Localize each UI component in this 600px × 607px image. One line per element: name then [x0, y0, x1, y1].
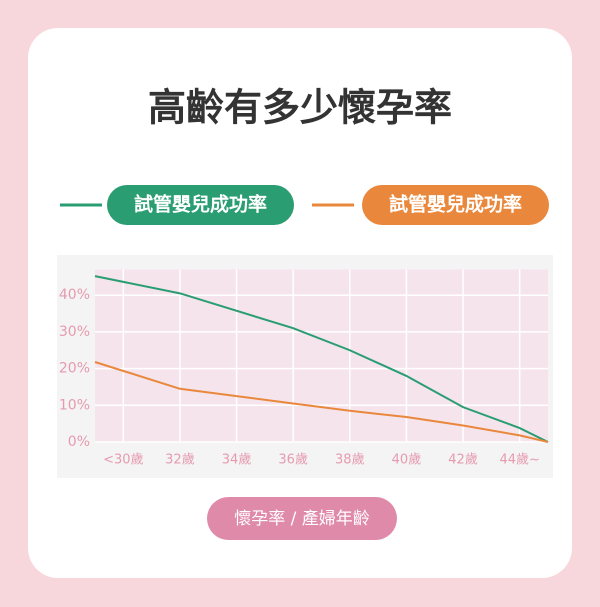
x-tick-label: 40歲	[392, 453, 422, 468]
axis-label-pill	[207, 497, 397, 540]
series-line	[94, 275, 549, 443]
x-tick-label: 32歲	[165, 453, 195, 468]
x-tick-label: <30歲	[103, 453, 143, 468]
y-tick-label: 40%	[59, 287, 90, 303]
legend-label: 試管嬰兒成功率	[134, 193, 267, 216]
x-tick-label: 38歲	[335, 453, 365, 468]
x-tick-label: 44歲~	[499, 453, 539, 468]
x-tick-label: 34歲	[222, 453, 252, 468]
chart-title: 高齡有多少懷孕率	[148, 86, 452, 130]
y-tick-label: 20%	[59, 361, 90, 377]
y-tick-label: 30%	[59, 324, 90, 340]
plot-area	[95, 269, 548, 442]
legend-label: 試管嬰兒成功率	[389, 193, 522, 216]
legend: 試管嬰兒成功率 試管嬰兒成功率	[60, 185, 549, 225]
y-tick-label: 10%	[59, 397, 90, 413]
y-tick-label: 0%	[68, 434, 90, 450]
x-tick-label: 36歲	[278, 453, 308, 468]
x-tick-label: 42歲	[448, 453, 478, 468]
plot: 0% 10% 20% 30% 40% <30歲 32歲 34歲 36歲 38歲 40歲 42歲 44歲~	[59, 269, 549, 468]
series-line	[94, 361, 549, 443]
legend-pill	[362, 185, 549, 225]
legend-pill	[107, 185, 294, 225]
axis-label: 懷孕率 / 產婦年齡	[234, 509, 370, 529]
